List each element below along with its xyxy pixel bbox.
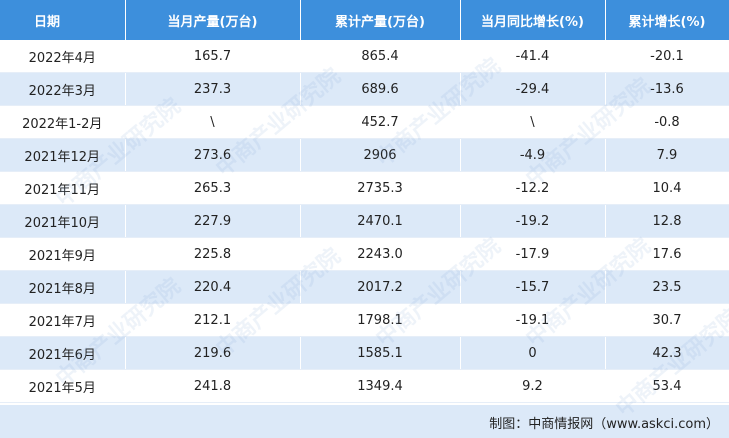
table-cell: 1349.4 <box>300 369 461 403</box>
source-note: 制图：中商情报网（www.askci.com） <box>489 417 719 432</box>
table-cell: 219.6 <box>125 336 301 370</box>
header-cell: 累计产量(万台) <box>300 0 461 40</box>
table-cell: 2470.1 <box>300 204 461 238</box>
header-row: 日期 当月产量(万台) 累计产量(万台) 当月同比增长(%) 累计增长(%) <box>0 0 729 40</box>
table-cell: 12.8 <box>605 204 729 238</box>
table-cell: 2022年4月 <box>0 40 126 73</box>
table-cell: \ <box>460 105 606 139</box>
table-row: 2022年1-2月 \ 452.7 \ -0.8 <box>0 105 729 139</box>
table-cell: 2021年6月 <box>0 336 126 370</box>
table-cell: 2735.3 <box>300 171 461 205</box>
table-cell: 7.9 <box>605 138 729 172</box>
table-cell: -13.6 <box>605 72 729 106</box>
table-cell: 2906 <box>300 138 461 172</box>
table-cell: 865.4 <box>300 40 461 73</box>
table-cell: -0.8 <box>605 105 729 139</box>
table-cell: -41.4 <box>460 40 606 73</box>
table-cell: 23.5 <box>605 270 729 304</box>
table-cell: 30.7 <box>605 303 729 337</box>
table-cell: 273.6 <box>125 138 301 172</box>
table-cell: 17.6 <box>605 237 729 271</box>
table-row: 2022年4月 165.7 865.4 -41.4 -20.1 <box>0 40 729 73</box>
table-cell: 9.2 <box>460 369 606 403</box>
header-cell: 当月同比增长(%) <box>460 0 606 40</box>
table-cell: 165.7 <box>125 40 301 73</box>
table-row: 2021年6月 219.6 1585.1 0 42.3 <box>0 336 729 370</box>
data-table: 日期 当月产量(万台) 累计产量(万台) 当月同比增长(%) 累计增长(%) 2022年… <box>0 0 729 403</box>
table-row: 2021年7月 212.1 1798.1 -19.1 30.7 <box>0 303 729 337</box>
table-cell: 1585.1 <box>300 336 461 370</box>
table-cell: 241.8 <box>125 369 301 403</box>
table-cell: -29.4 <box>460 72 606 106</box>
table-cell: -20.1 <box>605 40 729 73</box>
table-cell: 53.4 <box>605 369 729 403</box>
table-cell: 2021年10月 <box>0 204 126 238</box>
table-cell: -19.2 <box>460 204 606 238</box>
table-cell: 212.1 <box>125 303 301 337</box>
footer: 制图：中商情报网（www.askci.com） <box>0 405 729 438</box>
table-cell: 2022年3月 <box>0 72 126 106</box>
table-cell: 1798.1 <box>300 303 461 337</box>
table-row: 2021年11月 265.3 2735.3 -12.2 10.4 <box>0 171 729 205</box>
table-cell: 10.4 <box>605 171 729 205</box>
table-cell: 2022年1-2月 <box>0 105 126 139</box>
table-row: 2022年3月 237.3 689.6 -29.4 -13.6 <box>0 72 729 106</box>
table-row: 2021年9月 225.8 2243.0 -17.9 17.6 <box>0 237 729 271</box>
table-cell: 2243.0 <box>300 237 461 271</box>
table-cell: -12.2 <box>460 171 606 205</box>
table-cell: 2021年11月 <box>0 171 126 205</box>
table-row: 2021年5月 241.8 1349.4 9.2 53.4 <box>0 369 729 403</box>
table-cell: -17.9 <box>460 237 606 271</box>
table-cell: 265.3 <box>125 171 301 205</box>
table-cell: 452.7 <box>300 105 461 139</box>
table-cell: 227.9 <box>125 204 301 238</box>
table-cell: \ <box>125 105 301 139</box>
table-cell: 2021年5月 <box>0 369 126 403</box>
header-cell: 累计增长(%) <box>605 0 729 40</box>
table-cell: -4.9 <box>460 138 606 172</box>
table-cell: 225.8 <box>125 237 301 271</box>
table-row: 2021年10月 227.9 2470.1 -19.2 12.8 <box>0 204 729 238</box>
table-row: 2021年12月 273.6 2906 -4.9 7.9 <box>0 138 729 172</box>
table-cell: 0 <box>460 336 606 370</box>
table-cell: 42.3 <box>605 336 729 370</box>
table-cell: 2021年8月 <box>0 270 126 304</box>
header-cell: 当月产量(万台) <box>125 0 301 40</box>
table-cell: 689.6 <box>300 72 461 106</box>
table-cell: 2021年7月 <box>0 303 126 337</box>
table-row: 2021年8月 220.4 2017.2 -15.7 23.5 <box>0 270 729 304</box>
table-cell: 220.4 <box>125 270 301 304</box>
table-cell: -15.7 <box>460 270 606 304</box>
table-cell: 237.3 <box>125 72 301 106</box>
header-cell: 日期 <box>0 0 126 40</box>
table-cell: -19.1 <box>460 303 606 337</box>
table-cell: 2021年9月 <box>0 237 126 271</box>
table-cell: 2021年12月 <box>0 138 126 172</box>
table-cell: 2017.2 <box>300 270 461 304</box>
